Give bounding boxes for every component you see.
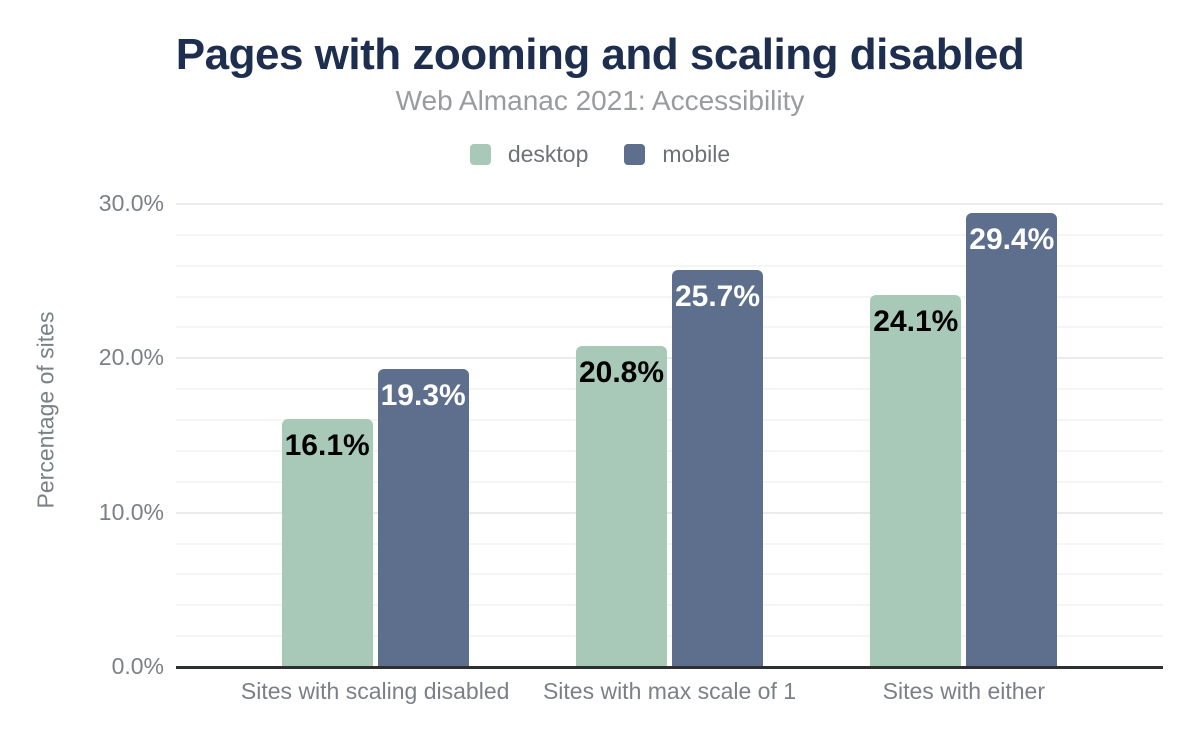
y-tick-label: 20.0% <box>98 344 164 371</box>
desktop-legend-swatch <box>469 144 491 165</box>
x-category-label: Sites with either <box>882 678 1045 704</box>
bar-mobile-1: 25.7% <box>672 270 763 667</box>
mobile-legend-swatch <box>624 144 646 165</box>
minor-gridline <box>176 542 1163 545</box>
bar-desktop-1: 20.8% <box>576 346 667 667</box>
mobile-legend-label: mobile <box>662 141 731 167</box>
bar-value-label: 24.1% <box>873 305 959 339</box>
major-gridline <box>176 511 1163 514</box>
x-axis-line <box>176 666 1163 669</box>
legend-item-mobile: mobile <box>624 141 730 168</box>
major-gridline <box>176 203 1163 205</box>
y-tick-label: 0.0% <box>111 653 164 679</box>
plot-area: 16.1% 19.3% 20.8% 25.7% 24.1% 29.4% <box>176 203 1163 669</box>
minor-gridline <box>176 419 1163 422</box>
bar-desktop-0: 16.1% <box>281 418 373 667</box>
bar-value-label: 25.7% <box>674 280 761 314</box>
minor-gridline <box>176 635 1163 638</box>
bar-mobile-0: 19.3% <box>377 369 469 667</box>
legend-item-desktop: desktop <box>469 141 589 168</box>
y-axis-labels: 30.0% 20.0% 10.0% 0.0% <box>0 190 164 679</box>
bar-value-label: 20.8% <box>578 356 665 389</box>
bar-value-label: 19.3% <box>380 379 466 413</box>
bar-value-label: 16.1% <box>284 428 370 462</box>
minor-gridline <box>176 264 1163 267</box>
x-category-label: Sites with max scale of 1 <box>542 678 797 704</box>
y-tick-label: 10.0% <box>98 498 164 525</box>
bar-value-label: 29.4% <box>969 223 1055 257</box>
minor-gridline <box>176 573 1163 576</box>
major-gridline <box>176 357 1163 360</box>
minor-gridline <box>176 480 1163 483</box>
x-axis-labels: Sites with scaling disabled Sites with ma… <box>176 678 1163 708</box>
minor-gridline <box>176 449 1163 452</box>
minor-gridline <box>176 388 1163 391</box>
minor-gridline <box>176 295 1163 298</box>
desktop-legend-label: desktop <box>507 141 589 167</box>
legend: desktop mobile <box>0 141 1200 168</box>
bar-desktop-2: 24.1% <box>870 295 962 667</box>
chart-title: Pages with zooming and scaling disabled <box>175 30 1025 79</box>
bar-mobile-2: 29.4% <box>966 213 1058 667</box>
x-category-label: Sites with scaling disabled <box>240 678 510 704</box>
y-tick-label: 30.0% <box>98 190 164 216</box>
minor-gridline <box>176 233 1163 236</box>
minor-gridline <box>176 604 1163 607</box>
minor-gridline <box>176 326 1163 329</box>
chart-subtitle: Web Almanac 2021: Accessibility <box>395 85 805 116</box>
